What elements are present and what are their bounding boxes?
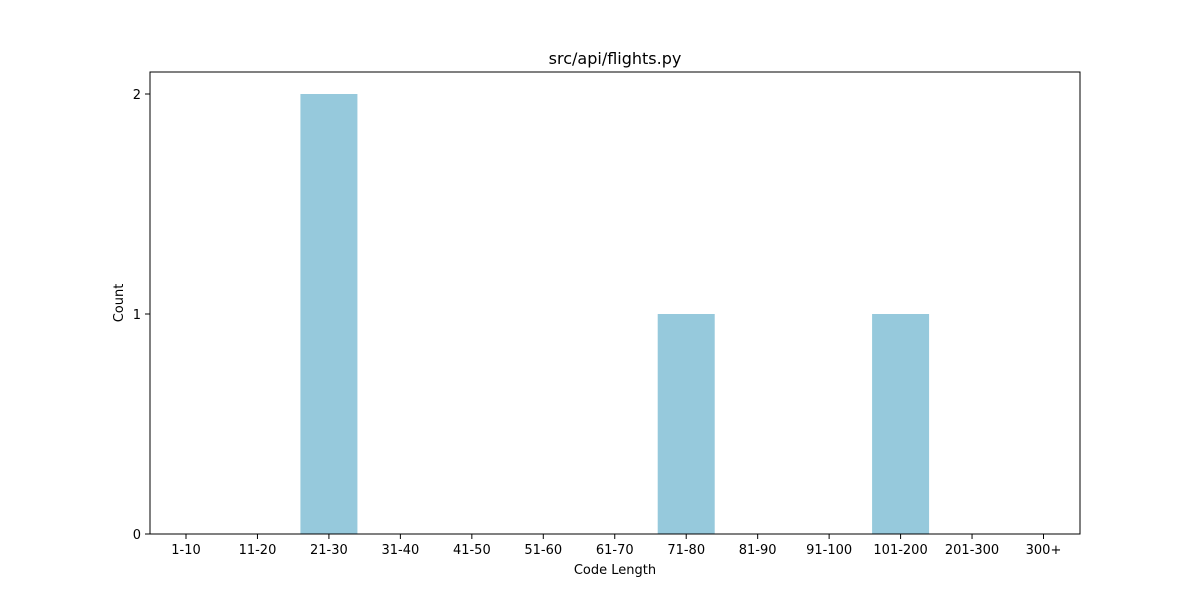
y-tick-label: 0	[133, 528, 141, 543]
x-axis-ticks: 1-10 11-20 21-30 31-40 41-50 51-60 61-70 71-80 8…	[171, 534, 1061, 558]
y-tick-label: 1	[133, 308, 141, 323]
bar-71-80	[657, 314, 715, 534]
x-tick-label: 91-100	[806, 543, 852, 558]
x-tick-label: 11-20	[239, 543, 277, 558]
y-axis-label: Count	[112, 284, 127, 323]
x-tick-label: 81-90	[739, 543, 777, 558]
x-tick-label: 71-80	[667, 543, 705, 558]
y-tick-label: 2	[133, 88, 141, 103]
bar-21-30	[300, 94, 358, 534]
x-axis-label: Code Length	[574, 563, 656, 578]
plot-frame	[149, 71, 1081, 535]
x-tick-label: 201-300	[945, 543, 999, 558]
x-tick-label: 31-40	[381, 543, 419, 558]
y-axis-ticks: 0 1 2	[133, 88, 150, 543]
x-tick-label: 21-30	[310, 543, 348, 558]
x-tick-label: 300+	[1026, 543, 1062, 558]
x-tick-label: 51-60	[524, 543, 562, 558]
chart-title: src/api/flights.py	[549, 49, 682, 68]
bars-group	[300, 94, 930, 534]
x-tick-label: 41-50	[453, 543, 491, 558]
x-tick-label: 61-70	[596, 543, 634, 558]
x-tick-label: 101-200	[873, 543, 927, 558]
bar-101-200	[872, 314, 930, 534]
x-tick-label: 1-10	[171, 543, 201, 558]
